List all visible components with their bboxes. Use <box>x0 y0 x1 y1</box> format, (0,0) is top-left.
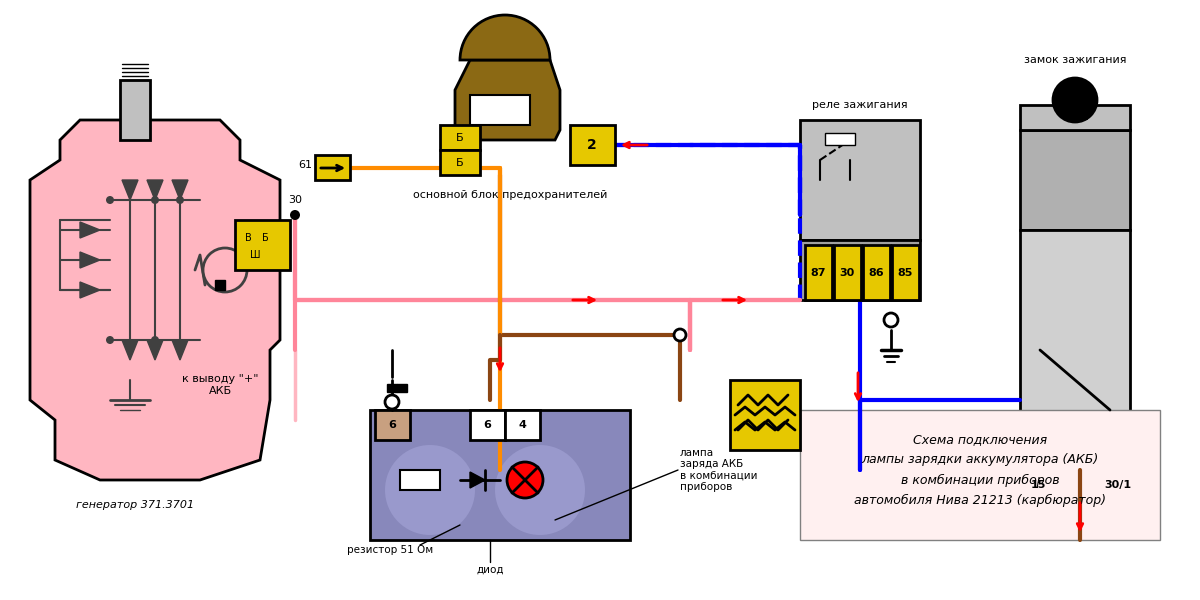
Circle shape <box>290 210 300 220</box>
Bar <box>1020 230 1130 470</box>
Text: 85: 85 <box>898 268 913 278</box>
Bar <box>1020 130 1130 230</box>
Circle shape <box>151 196 158 204</box>
Polygon shape <box>122 340 138 360</box>
Bar <box>892 245 919 300</box>
Polygon shape <box>80 222 100 238</box>
Bar <box>215 280 226 290</box>
Circle shape <box>496 445 586 535</box>
Bar <box>800 120 920 240</box>
Text: диод: диод <box>476 565 504 575</box>
Polygon shape <box>172 340 188 360</box>
Polygon shape <box>172 180 188 200</box>
Circle shape <box>176 196 184 204</box>
Circle shape <box>203 248 247 292</box>
Text: реле зажигания: реле зажигания <box>812 100 908 110</box>
Text: 61: 61 <box>298 160 312 170</box>
Text: Ш: Ш <box>250 250 260 260</box>
Polygon shape <box>80 282 100 298</box>
Text: 15: 15 <box>1031 480 1045 490</box>
Bar <box>386 384 397 392</box>
Circle shape <box>385 395 398 409</box>
Bar <box>440 125 480 150</box>
Polygon shape <box>80 252 100 268</box>
Bar <box>805 245 832 300</box>
Bar <box>863 245 890 300</box>
Bar <box>397 384 407 392</box>
Bar <box>730 380 800 450</box>
Polygon shape <box>148 340 163 360</box>
Text: автомобиля Нива 21213 (карбюратор): автомобиля Нива 21213 (карбюратор) <box>854 493 1106 506</box>
Text: 6: 6 <box>388 420 396 430</box>
Text: 86: 86 <box>868 268 884 278</box>
Text: 87: 87 <box>810 268 826 278</box>
Bar <box>834 245 862 300</box>
Text: Схема подключения: Схема подключения <box>913 433 1048 446</box>
Circle shape <box>508 462 542 498</box>
Circle shape <box>106 196 114 204</box>
Text: 30/1: 30/1 <box>1104 480 1132 490</box>
Bar <box>440 150 480 175</box>
Bar <box>826 133 854 145</box>
Circle shape <box>674 329 686 341</box>
Text: В: В <box>245 233 251 243</box>
Bar <box>120 80 150 140</box>
Wedge shape <box>460 15 550 60</box>
Bar <box>505 410 540 440</box>
Text: Б: Б <box>456 133 464 143</box>
Bar <box>470 410 505 440</box>
Circle shape <box>106 336 114 344</box>
Polygon shape <box>470 472 485 488</box>
Bar <box>570 125 616 165</box>
Text: NIVA: NIVA <box>1062 112 1088 122</box>
Polygon shape <box>122 180 138 200</box>
Circle shape <box>151 336 158 344</box>
Text: замок зажигания: замок зажигания <box>1024 55 1127 65</box>
Text: 2: 2 <box>587 138 596 152</box>
Text: резистор 51 Ом: резистор 51 Ом <box>347 545 433 555</box>
Circle shape <box>1054 78 1097 122</box>
Text: основной блок предохранителей: основной блок предохранителей <box>413 190 607 200</box>
Bar <box>1020 105 1130 130</box>
Bar <box>374 410 410 440</box>
Text: лампы зарядки аккумулятора (АКБ): лампы зарядки аккумулятора (АКБ) <box>862 454 1099 467</box>
Circle shape <box>884 313 898 327</box>
Polygon shape <box>455 60 560 140</box>
Polygon shape <box>148 180 163 200</box>
Text: к выводу "+"
АКБ: к выводу "+" АКБ <box>181 374 258 396</box>
Polygon shape <box>30 120 280 480</box>
Bar <box>400 470 440 490</box>
Text: лампа
заряда АКБ
в комбинации
приборов: лампа заряда АКБ в комбинации приборов <box>680 448 757 493</box>
Bar <box>800 240 920 300</box>
Bar <box>800 410 1160 540</box>
Text: Б: Б <box>456 158 464 168</box>
Bar <box>314 155 350 180</box>
Text: 6: 6 <box>484 420 491 430</box>
Text: в комбинации приборов: в комбинации приборов <box>901 473 1060 487</box>
Text: 30: 30 <box>288 195 302 205</box>
Circle shape <box>385 445 475 535</box>
Bar <box>370 410 630 540</box>
Bar <box>470 95 530 125</box>
Bar <box>235 220 290 270</box>
Text: генератор 371.3701: генератор 371.3701 <box>76 500 194 510</box>
Bar <box>1030 230 1120 310</box>
Text: Б: Б <box>262 233 269 243</box>
Text: 30: 30 <box>839 268 854 278</box>
Text: 4: 4 <box>518 420 526 430</box>
